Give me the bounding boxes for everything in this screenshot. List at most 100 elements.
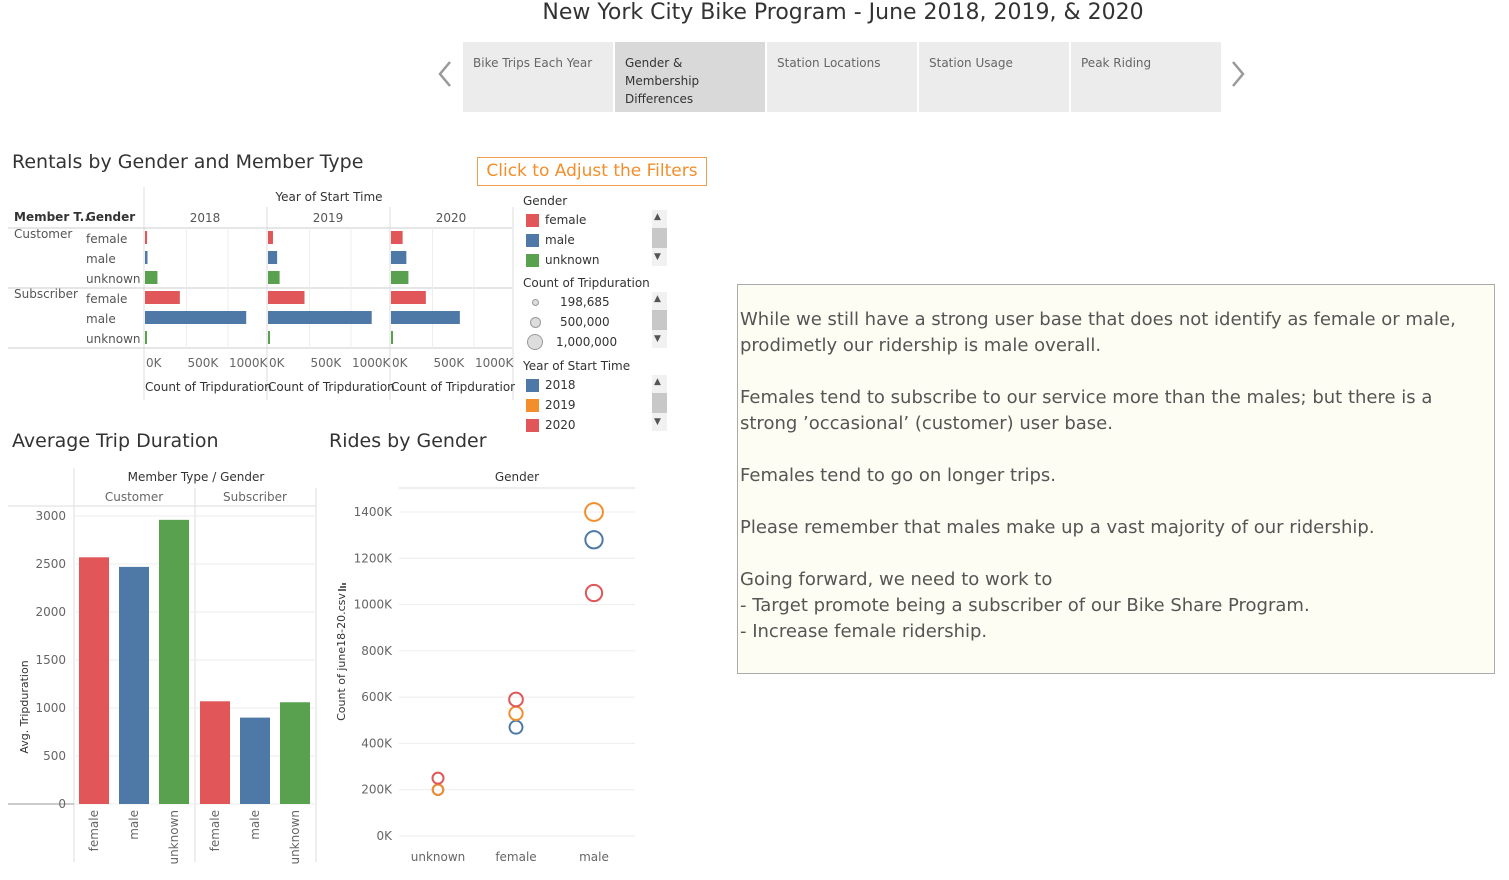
scroll-down-icon[interactable]: ▼ — [654, 417, 661, 427]
rentals-gender-label: unknown — [86, 332, 141, 346]
rides-point[interactable] — [584, 530, 604, 550]
rentals-year-header: 2019 — [313, 211, 344, 225]
next-story-point-button[interactable] — [1229, 58, 1247, 90]
gender-legend-scrollbar[interactable]: ▲ ▼ — [652, 210, 667, 266]
insight-paragraph: While we still have a strong user base t… — [740, 309, 1456, 356]
rentals-bar[interactable] — [268, 331, 270, 344]
insight-paragraph: Going forward, we need to work to — [740, 569, 1053, 590]
rentals-x-tick: 0K — [146, 356, 163, 370]
legend-item-2019[interactable]: 2019 — [526, 395, 576, 415]
avg-bar[interactable] — [119, 566, 149, 804]
rides-y-tick: 200K — [361, 783, 393, 797]
rentals-bar[interactable] — [145, 291, 180, 304]
avg-x-tick: male — [127, 810, 141, 840]
year-2019-swatch — [526, 398, 539, 412]
rentals-year-header: 2020 — [436, 211, 467, 225]
avg-bar[interactable] — [159, 519, 189, 804]
avg-duration-chart-title: Average Trip Duration — [12, 430, 219, 452]
avg-bar[interactable] — [280, 702, 310, 804]
avg-x-tick: male — [248, 810, 262, 840]
rentals-bar[interactable] — [391, 331, 393, 344]
rides-point[interactable] — [508, 705, 524, 721]
rentals-bar[interactable] — [145, 231, 148, 244]
rentals-bar[interactable] — [145, 311, 247, 324]
tab-station-locations[interactable]: Station Locations — [767, 42, 917, 112]
rentals-x-tick: 1000K — [475, 356, 515, 370]
scroll-up-icon[interactable]: ▲ — [654, 294, 661, 304]
rentals-bar[interactable] — [145, 251, 148, 264]
rentals-bar[interactable] — [391, 271, 409, 284]
rentals-bar[interactable] — [145, 331, 147, 344]
scroll-down-icon[interactable]: ▼ — [654, 252, 661, 262]
rides-point[interactable] — [508, 719, 524, 735]
avg-x-tick: female — [208, 810, 222, 851]
legend-label: 198,685 — [560, 295, 610, 309]
unknown-swatch — [526, 253, 539, 267]
rides-y-tick: 600K — [361, 690, 393, 704]
rentals-row-header-member: Member T.. — [14, 210, 89, 224]
legend-item-2020[interactable]: 2020 — [526, 415, 576, 435]
rentals-column-header: Year of Start Time — [274, 190, 382, 204]
rentals-chart-title: Rentals by Gender and Member Type — [12, 151, 364, 173]
rides-chart: Gender Count of june18-20.csv 0K 200K 400K… — [335, 470, 635, 864]
avg-y-tick: 3000 — [35, 509, 66, 523]
previous-story-point-button[interactable] — [436, 58, 454, 90]
rentals-xlabel: Count of Tripduration — [145, 380, 272, 394]
rides-point[interactable] — [584, 502, 604, 522]
year-2020-swatch — [526, 418, 539, 432]
insight-paragraph: Females tend to go on longer trips. — [740, 465, 1056, 486]
rides-ylabel: Count of june18-20.csv — [335, 593, 348, 721]
insight-paragraph: Females tend to subscribe to our service… — [740, 387, 1433, 434]
legend-item-size-medium: 500,000 — [526, 312, 617, 332]
legend-label: unknown — [545, 253, 600, 267]
tab-station-usage[interactable]: Station Usage — [919, 42, 1069, 112]
avg-group-header: Customer — [105, 490, 163, 504]
legend-item-unknown[interactable]: unknown — [526, 250, 600, 270]
rentals-bar[interactable] — [391, 251, 407, 264]
rides-point[interactable] — [584, 583, 604, 603]
rentals-bar[interactable] — [391, 311, 460, 324]
tab-gender-membership[interactable]: Gender & Membership Differences — [615, 42, 765, 112]
rentals-member-label: Customer — [14, 227, 72, 241]
rentals-x-tick: 500K — [433, 356, 465, 370]
avg-x-tick: female — [87, 810, 101, 851]
legend-item-male[interactable]: male — [526, 230, 600, 250]
rides-y-tick: 1400K — [354, 505, 394, 519]
rentals-bar[interactable] — [391, 231, 403, 244]
rentals-bar[interactable] — [268, 271, 280, 284]
rentals-bar[interactable] — [268, 251, 278, 264]
year-legend-scrollbar[interactable]: ▲ ▼ — [652, 375, 667, 431]
tab-peak-riding[interactable]: Peak Riding — [1071, 42, 1221, 112]
size-legend: 198,685 500,000 1,000,000 — [526, 292, 617, 352]
rides-y-tick: 800K — [361, 644, 393, 658]
avg-bar[interactable] — [240, 717, 270, 804]
rides-point[interactable] — [508, 691, 524, 708]
chevron-left-icon — [438, 61, 451, 87]
legend-label: 2019 — [545, 398, 576, 412]
avg-bar[interactable] — [200, 701, 230, 804]
rentals-bar[interactable] — [268, 311, 372, 324]
rentals-bar[interactable] — [391, 291, 426, 304]
legend-item-2018[interactable]: 2018 — [526, 375, 576, 395]
avg-bar[interactable] — [79, 557, 109, 804]
avg-ylabel: Avg. Tripduration — [18, 660, 31, 753]
year-legend: 2018 2019 2020 — [526, 375, 576, 435]
scroll-down-icon[interactable]: ▼ — [654, 334, 661, 344]
insights-text-box: While we still have a strong user base t… — [737, 284, 1495, 674]
legend-item-female[interactable]: female — [526, 210, 600, 230]
rides-x-tick: unknown — [411, 850, 466, 864]
story-navigator: Bike Trips Each Year Gender & Membership… — [463, 42, 1221, 112]
rentals-bar[interactable] — [145, 271, 158, 284]
year-legend-title: Year of Start Time — [523, 359, 631, 373]
avg-y-tick: 2500 — [35, 557, 66, 571]
scroll-up-icon[interactable]: ▲ — [654, 377, 661, 387]
sort-icon[interactable] — [338, 583, 346, 591]
rentals-bar[interactable] — [268, 291, 305, 304]
rentals-bar[interactable] — [268, 231, 273, 244]
size-legend-scrollbar[interactable]: ▲ ▼ — [652, 292, 667, 348]
avg-y-tick: 0 — [58, 797, 66, 811]
scroll-up-icon[interactable]: ▲ — [654, 212, 661, 222]
tab-bike-trips-each-year[interactable]: Bike Trips Each Year — [463, 42, 613, 112]
rides-point[interactable] — [431, 771, 445, 785]
adjust-filters-button[interactable]: Click to Adjust the Filters — [477, 157, 707, 186]
